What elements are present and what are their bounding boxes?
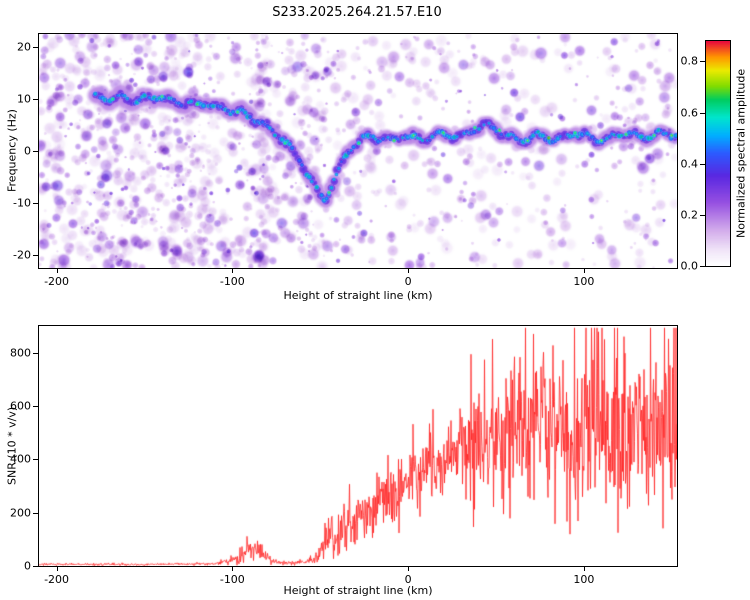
colorbar-label: Normalized spectral amplitude xyxy=(734,68,748,239)
spec-x-tick-mark xyxy=(56,269,58,273)
colorbar xyxy=(705,40,731,267)
figure-title: S233.2025.264.21.57.E10 xyxy=(272,5,442,20)
spec-y-tick-mark xyxy=(33,99,38,100)
colorbar-tick-mark xyxy=(700,266,705,267)
snr-panel xyxy=(38,325,678,567)
spec-y-tick-label: 10 xyxy=(17,92,31,106)
snr-y-tick-label: 800 xyxy=(10,346,31,360)
spec-y-tick-label: 20 xyxy=(17,40,31,54)
snr-x-tick-label: -100 xyxy=(219,573,245,586)
snr-y-tick-label: 0 xyxy=(24,559,31,573)
spec-x-tick-label: -200 xyxy=(44,275,70,288)
colorbar-tick-label: 0.4 xyxy=(680,157,699,171)
spec-y-tick-mark xyxy=(33,255,38,256)
spectrogram-canvas xyxy=(39,34,677,268)
spec-x-tick-mark xyxy=(583,269,585,273)
colorbar-gradient xyxy=(706,41,730,266)
colorbar-tick-label: 0.8 xyxy=(680,54,699,68)
spec-y-tick-mark xyxy=(33,47,38,48)
colorbar-tick-mark xyxy=(700,214,705,216)
snr-y-tick-mark xyxy=(33,512,38,514)
spec-y-tick-label: 0 xyxy=(24,144,31,158)
spec-y-tick-label: -20 xyxy=(13,248,31,262)
snr-x-tick-label: 100 xyxy=(573,573,595,586)
colorbar-tick-mark xyxy=(700,61,705,63)
spec-x-tick-label: 0 xyxy=(404,275,412,288)
snr-x-axis-label: Height of straight line (km) xyxy=(283,584,433,597)
spec-x-tick-label: -100 xyxy=(219,275,245,288)
spec-x-tick-label: 100 xyxy=(573,275,595,288)
spectrogram-x-axis-label: Height of straight line (km) xyxy=(283,289,433,302)
snr-x-tick-label: 0 xyxy=(404,573,412,586)
spec-x-tick-mark xyxy=(408,269,410,273)
colorbar-tick-label: 0.6 xyxy=(680,106,699,120)
snr-y-tick-label: 400 xyxy=(10,452,31,466)
colorbar-tick-mark xyxy=(700,112,705,114)
colorbar-tick-label: 0.2 xyxy=(680,208,699,222)
colorbar-tick-label: 0.0 xyxy=(680,259,699,273)
spec-y-tick-mark xyxy=(33,151,38,152)
snr-x-tick-mark xyxy=(56,567,58,571)
spectrogram-y-axis-label: Frequency (Hz) xyxy=(5,109,19,193)
spec-y-tick-label: -10 xyxy=(13,196,31,210)
colorbar-tick-mark xyxy=(700,163,705,165)
spectrogram-panel xyxy=(38,33,678,269)
snr-y-tick-label: 600 xyxy=(10,399,31,413)
snr-y-tick-mark xyxy=(33,459,38,461)
snr-x-tick-label: -200 xyxy=(44,573,70,586)
snr-x-tick-mark xyxy=(408,567,410,571)
snr-x-tick-mark xyxy=(232,567,234,571)
snr-y-tick-mark xyxy=(33,566,38,567)
snr-canvas xyxy=(39,326,677,566)
snr-y-tick-mark xyxy=(33,406,38,407)
spec-y-tick-mark xyxy=(33,203,38,204)
snr-y-axis-label: SNR (10 * v/v) xyxy=(5,406,19,486)
snr-y-tick-mark xyxy=(33,352,38,354)
spec-x-tick-mark xyxy=(232,269,234,273)
snr-x-tick-mark xyxy=(583,567,585,571)
snr-y-tick-label: 200 xyxy=(10,506,31,520)
